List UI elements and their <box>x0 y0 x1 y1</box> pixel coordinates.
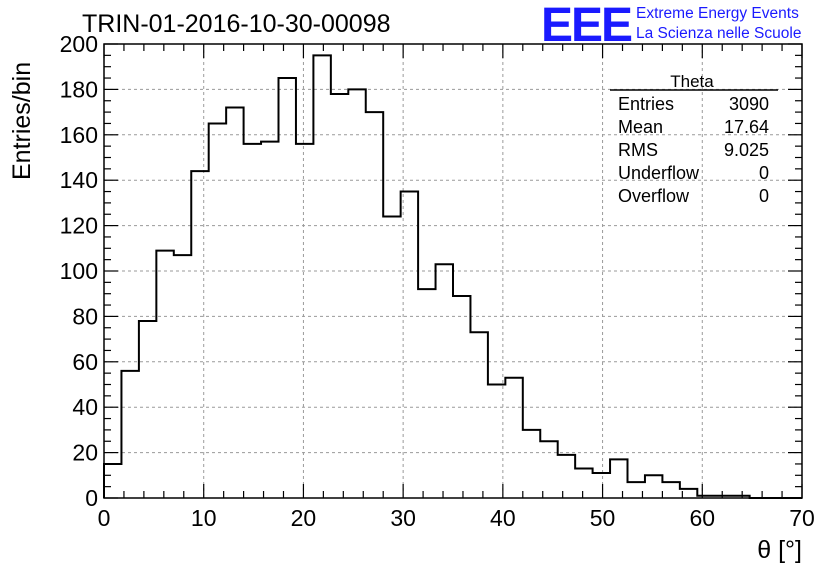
x-tick-label: 0 <box>98 505 111 531</box>
histogram-bin <box>174 255 191 498</box>
logo-line-1: Extreme Energy Events <box>636 5 799 22</box>
stats-value: 0 <box>759 163 769 183</box>
histogram-bin <box>505 378 522 498</box>
y-tick-label: 180 <box>60 76 98 102</box>
histogram-bin <box>575 468 592 498</box>
histogram-bin <box>348 89 365 498</box>
eee-logo: EEE <box>541 0 633 52</box>
histogram-bin <box>209 123 226 498</box>
histogram-outline <box>103 54 802 499</box>
x-axis-label: θ [°] <box>757 536 802 564</box>
stats-box: Theta Entries 3090 Mean 17.64 RMS 9.025 Underf… <box>610 72 778 206</box>
x-tick-label: 30 <box>390 505 416 531</box>
histogram-bin <box>313 55 330 498</box>
stats-rows: Entries 3090 Mean 17.64 RMS 9.025 Underflow 0 Ov… <box>618 94 769 206</box>
y-tick-labels: 0 20 40 60 80 100 120 140 160 180 200 <box>60 31 98 511</box>
x-tick-label: 40 <box>490 505 516 531</box>
histogram-bin <box>645 475 662 498</box>
x-tick-labels: 0 10 20 30 40 50 60 70 <box>98 505 815 531</box>
y-tick-label: 160 <box>60 122 98 148</box>
histogram-bin <box>418 289 435 498</box>
grid-lines <box>104 44 802 498</box>
histogram-bin <box>558 455 575 498</box>
histogram-bin <box>540 441 557 498</box>
stats-value: 17.64 <box>724 117 769 137</box>
histogram-bin <box>331 94 348 498</box>
histogram-bin <box>191 171 208 498</box>
histogram-bin <box>121 371 138 498</box>
x-tick-label: 70 <box>789 505 815 531</box>
stats-label: RMS <box>618 140 658 160</box>
histogram-bin <box>156 251 173 498</box>
stats-value: 0 <box>759 186 769 206</box>
stats-label: Entries <box>618 94 674 114</box>
histogram-bin <box>383 217 400 498</box>
stats-label: Underflow <box>618 163 700 183</box>
stats-label: Mean <box>618 117 663 137</box>
histogram-bin <box>296 144 313 498</box>
histogram-bin <box>662 482 679 498</box>
logo-subtitle: Extreme Energy Events La Scienza nelle S… <box>636 4 801 44</box>
histogram-bin <box>436 264 453 498</box>
y-tick-label: 80 <box>72 303 98 329</box>
y-tick-label: 140 <box>60 167 98 193</box>
histogram-bin <box>470 332 487 498</box>
y-axis-label: Entries/bin <box>8 62 36 180</box>
logo-line-2: La Scienza nelle Scuole <box>636 25 802 42</box>
x-tick-label: 20 <box>291 505 317 531</box>
y-tick-label: 120 <box>60 213 98 239</box>
histogram-bin <box>610 459 627 498</box>
histogram-bin <box>366 112 383 498</box>
histogram-bin <box>104 464 121 498</box>
stats-label: Overflow <box>618 186 690 206</box>
y-tick-label: 200 <box>60 31 98 57</box>
x-tick-label: 50 <box>590 505 616 531</box>
y-tick-label: 20 <box>72 440 98 466</box>
histogram-bin <box>279 78 296 498</box>
axis-ticks <box>103 43 803 499</box>
y-tick-label: 60 <box>72 349 98 375</box>
histogram-bin <box>226 108 243 498</box>
plot-title: TRIN-01-2016-10-30-00098 <box>82 10 391 38</box>
y-tick-label: 100 <box>60 258 98 284</box>
stats-box-name: Theta <box>670 72 714 91</box>
histogram-bin <box>244 144 261 498</box>
x-tick-label: 10 <box>191 505 217 531</box>
y-tick-label: 0 <box>85 485 98 511</box>
histogram-bin <box>453 296 470 498</box>
stats-value: 3090 <box>729 94 769 114</box>
x-tick-label: 60 <box>689 505 715 531</box>
histogram-bin <box>523 430 540 498</box>
histogram-bin <box>139 321 156 498</box>
histogram-bin <box>261 142 278 498</box>
histogram-bin <box>593 473 610 498</box>
y-tick-label: 40 <box>72 394 98 420</box>
stats-value: 9.025 <box>724 140 769 160</box>
